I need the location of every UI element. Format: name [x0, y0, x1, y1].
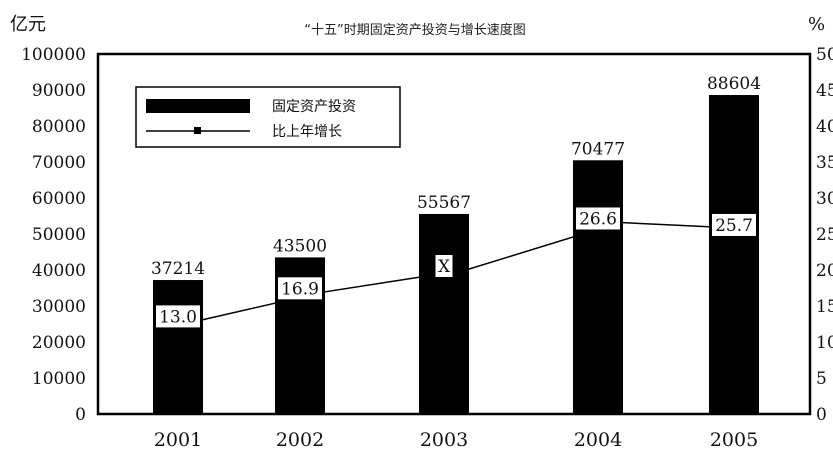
legend-bar-label: 固定资产投资	[272, 99, 356, 115]
bar-value-label: 37214	[151, 259, 205, 279]
y-right-tick-label: 50	[816, 45, 833, 65]
y-left-tick-label: 80000	[32, 117, 86, 137]
y-right-unit: %	[808, 14, 825, 35]
y-right-tick-label: 30	[816, 189, 833, 209]
y-left-tick-label: 10000	[32, 369, 86, 389]
y-right-tick-label: 35	[816, 153, 833, 173]
y-left-tick-label: 20000	[32, 333, 86, 353]
bar-value-label: 55567	[417, 193, 471, 213]
y-left-tick-label: 100000	[21, 45, 86, 65]
legend: 固定资产投资 比上年增长	[135, 86, 401, 148]
y-right-axis: 0 5 10 15 20 25 30 35 40 45 50	[816, 45, 833, 425]
y-left-unit: 亿元	[10, 14, 46, 35]
line-value-label: 26.6	[579, 209, 617, 229]
bar	[419, 213, 469, 414]
y-left-tick-label: 70000	[32, 153, 86, 173]
bar-value-label: 88604	[707, 74, 761, 94]
y-left-tick-label: 40000	[32, 261, 86, 281]
legend-box	[135, 86, 401, 148]
line-label-box	[712, 213, 756, 236]
legend-bar-swatch	[146, 99, 250, 113]
y-left-tick-label: 60000	[32, 189, 86, 209]
line-label-box	[576, 207, 620, 230]
bar-value-label: 43500	[273, 236, 327, 256]
y-right-tick-label: 0	[816, 405, 827, 425]
y-left-tick-label: 90000	[32, 81, 86, 101]
y-right-tick-label: 10	[816, 333, 833, 353]
bar-series: 37214 43500 55567 70477 88604	[151, 74, 761, 414]
bar	[573, 160, 623, 414]
line-series: 13.0 16.9 X 26.6 25.7	[156, 207, 759, 328]
x-tick-label: 2002	[276, 429, 324, 451]
legend-line-label: 比上年增长	[272, 124, 342, 140]
x-axis: 2001 2002 2003 2004 2005	[154, 429, 758, 451]
x-tick-label: 2001	[154, 429, 202, 451]
line-value-label: 16.9	[281, 279, 319, 299]
line-value-label: X	[438, 257, 451, 277]
bar	[153, 280, 203, 414]
legend-line-marker	[194, 127, 201, 134]
x-tick-label: 2005	[710, 429, 758, 451]
y-left-tick-label: 30000	[32, 297, 86, 317]
bar-value-label: 70477	[571, 139, 625, 159]
line-label-box	[278, 277, 322, 300]
y-left-tick-label: 50000	[32, 225, 86, 245]
y-right-tick-label: 5	[816, 369, 827, 389]
line-label-box	[435, 255, 453, 277]
x-tick-label: 2004	[574, 429, 622, 451]
y-right-tick-label: 25	[816, 225, 833, 245]
line-value-label: 25.7	[715, 216, 753, 236]
y-left-axis: 0 10000 20000 30000 40000 50000 60000 70000 8000…	[21, 45, 86, 425]
x-tick-label: 2003	[420, 429, 468, 451]
chart-title: “十五”时期固定资产投资与增长速度图	[304, 22, 525, 38]
y-right-tick-label: 20	[816, 261, 833, 281]
line-marker	[463, 267, 469, 273]
y-right-tick-label: 40	[816, 117, 833, 137]
y-right-tick-label: 15	[816, 297, 833, 317]
y-left-tick-label: 0	[75, 405, 86, 425]
line-label-box	[156, 305, 200, 328]
y-right-tick-label: 45	[816, 81, 833, 101]
bar	[709, 95, 759, 414]
line-value-label: 13.0	[159, 307, 197, 327]
